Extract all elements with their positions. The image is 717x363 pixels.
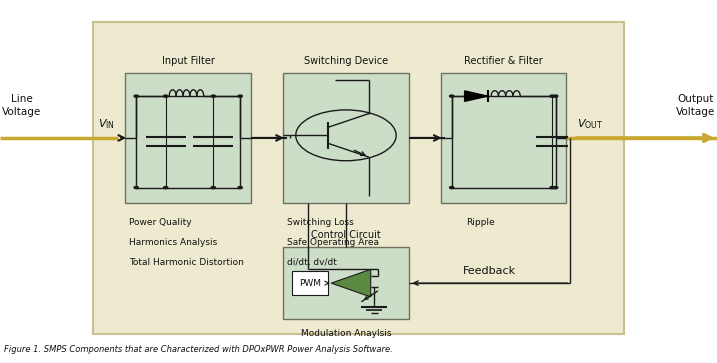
Circle shape — [450, 187, 454, 189]
Circle shape — [211, 187, 215, 189]
Text: $V_{\rm IN}$: $V_{\rm IN}$ — [98, 117, 115, 131]
Text: Feedback: Feedback — [462, 266, 516, 276]
Circle shape — [211, 95, 215, 97]
Circle shape — [238, 187, 242, 189]
Polygon shape — [331, 269, 371, 297]
Text: Rectifier & Filter: Rectifier & Filter — [465, 56, 543, 66]
Text: Output
Voltage: Output Voltage — [676, 94, 715, 117]
FancyBboxPatch shape — [283, 247, 409, 319]
Circle shape — [550, 95, 554, 97]
Text: Line
Voltage: Line Voltage — [2, 94, 41, 117]
Text: Harmonics Analysis: Harmonics Analysis — [129, 238, 217, 247]
Text: Power Quality: Power Quality — [129, 218, 191, 227]
Polygon shape — [465, 91, 488, 101]
Text: Ripple: Ripple — [466, 218, 495, 227]
FancyBboxPatch shape — [292, 272, 328, 295]
Circle shape — [163, 95, 168, 97]
Text: Switching Device: Switching Device — [304, 56, 388, 66]
Text: Switching Loss: Switching Loss — [287, 218, 353, 227]
FancyBboxPatch shape — [283, 73, 409, 203]
Text: $V_{\rm OUT}$: $V_{\rm OUT}$ — [577, 117, 603, 131]
Circle shape — [163, 187, 168, 189]
Circle shape — [554, 95, 558, 97]
FancyBboxPatch shape — [441, 73, 566, 203]
FancyBboxPatch shape — [93, 22, 624, 334]
Circle shape — [134, 187, 138, 189]
Circle shape — [554, 187, 558, 189]
Text: Safe Operating Area: Safe Operating Area — [287, 238, 379, 247]
Circle shape — [134, 95, 138, 97]
Circle shape — [450, 95, 454, 97]
Circle shape — [238, 95, 242, 97]
Text: Figure 1. SMPS Components that are Characterized with DPOxPWR Power Analysis Sof: Figure 1. SMPS Components that are Chara… — [4, 345, 392, 354]
Text: Control Circuit: Control Circuit — [311, 230, 381, 240]
Text: Modulation Anaylsis: Modulation Anaylsis — [300, 329, 391, 338]
Text: PWM: PWM — [299, 279, 320, 287]
Text: di/dt, dv/dt: di/dt, dv/dt — [287, 258, 337, 267]
Circle shape — [550, 187, 554, 189]
Text: Input Filter: Input Filter — [162, 56, 214, 66]
Text: Total Harmonic Distortion: Total Harmonic Distortion — [129, 258, 244, 267]
FancyBboxPatch shape — [125, 73, 251, 203]
